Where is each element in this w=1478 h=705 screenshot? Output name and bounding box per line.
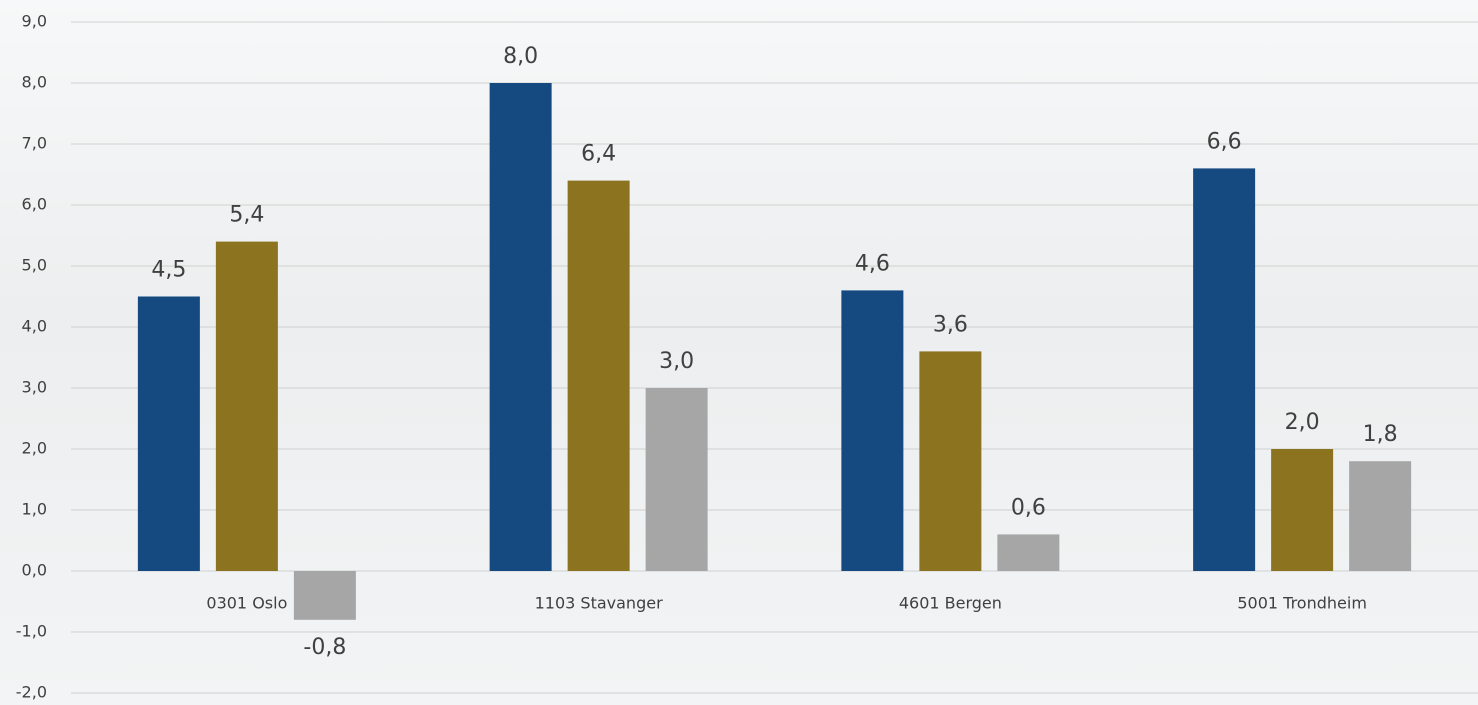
value-label: 1,8 [1363,422,1398,447]
x-tick-label: 5001 Trondheim [1237,594,1367,613]
y-tick-label: 8,0 [22,73,47,92]
bar [489,83,552,571]
y-tick-label: 7,0 [22,134,47,153]
value-label: 6,6 [1207,129,1242,154]
value-label: 4,6 [855,251,890,276]
y-tick-label: 9,0 [22,12,47,31]
bar [1349,461,1412,571]
value-label: 2,0 [1285,410,1320,435]
y-tick-label: -1,0 [16,622,47,641]
bar [293,571,356,620]
value-label: -0,8 [303,635,346,660]
bar [841,290,904,571]
bar [215,241,278,571]
value-label: 8,0 [503,44,538,69]
value-label: 6,4 [581,142,616,167]
y-tick-label: -2,0 [16,683,47,702]
value-label: 4,5 [151,258,186,283]
x-tick-label: 4601 Bergen [899,594,1002,613]
value-label: 0,6 [1011,495,1046,520]
x-tick-label: 1103 Stavanger [535,594,663,613]
y-tick-label: 0,0 [22,561,47,580]
value-label: 3,0 [659,349,694,374]
y-tick-label: 6,0 [22,195,47,214]
bar [1271,449,1334,571]
y-tick-label: 4,0 [22,317,47,336]
y-tick-label: 5,0 [22,256,47,275]
x-tick-label: 0301 Oslo [206,594,287,613]
bar [567,180,630,571]
y-tick-label: 3,0 [22,378,47,397]
value-label: 3,6 [933,312,968,337]
bar [1193,168,1256,571]
y-tick-label: 1,0 [22,500,47,519]
bar [919,351,982,571]
bar [645,388,708,571]
bar [997,534,1060,571]
y-tick-label: 2,0 [22,439,47,458]
value-label: 5,4 [229,203,264,228]
bar [137,296,200,571]
